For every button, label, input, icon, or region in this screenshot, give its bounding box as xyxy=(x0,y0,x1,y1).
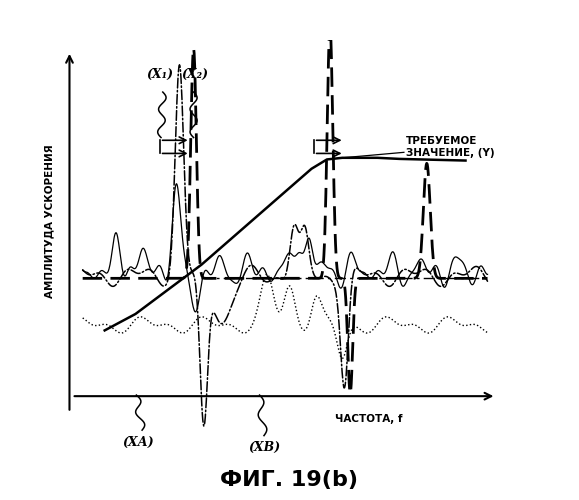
Text: (Х₁): (Х₁) xyxy=(146,68,173,81)
Text: (ХВ): (ХВ) xyxy=(248,441,280,454)
Text: ЧАСТОТА, f: ЧАСТОТА, f xyxy=(335,414,402,424)
Text: (Х₂): (Х₂) xyxy=(181,68,208,81)
Text: ТРЕБУЕМОЕ
ЗНАЧЕНИЕ, (Y): ТРЕБУЕМОЕ ЗНАЧЕНИЕ, (Y) xyxy=(406,136,494,158)
Text: ФИГ. 19(b): ФИГ. 19(b) xyxy=(221,470,358,490)
Text: (ХА): (ХА) xyxy=(122,436,153,448)
Text: АМПЛИТУДА УСКОРЕНИЯ: АМПЛИТУДА УСКОРЕНИЯ xyxy=(45,144,54,298)
